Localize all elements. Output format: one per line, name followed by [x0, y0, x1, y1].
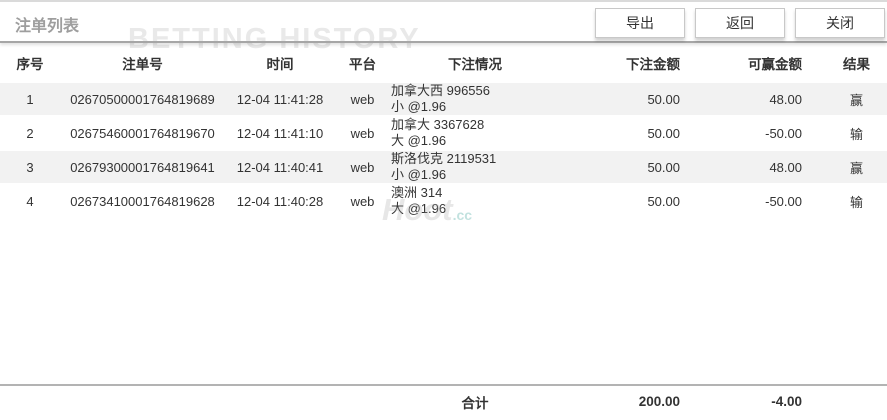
cell-index: 2 [26, 125, 34, 141]
cell-time: 12-04 11:40:41 [236, 159, 324, 175]
total-win-amount: -4.00 [771, 394, 802, 409]
bet-detail-line1: 澳洲 314 [391, 185, 443, 200]
total-label: 合计 [461, 395, 489, 411]
cell-bet-id: 02670500001764819689 [70, 91, 215, 107]
col-header-time: 时间 [266, 57, 294, 72]
cell-bet-detail: 加拿大 3367628 大 @1.96 [390, 116, 560, 150]
cell-time: 12-04 11:41:10 [236, 125, 324, 141]
table-header-row: 序号 注单号 时间 平台 下注情况 下注金额 可赢金额 结果 [0, 43, 887, 83]
bet-detail-line2: 小 @1.96 [391, 99, 447, 114]
table-row: 2 02675460001764819670 12-04 11:41:10 we… [0, 116, 887, 150]
bet-detail-line2: 大 @1.96 [391, 133, 447, 148]
table-row: 3 02679300001764819641 12-04 11:40:41 we… [0, 150, 887, 184]
col-header-bet-detail: 下注情况 [448, 57, 502, 72]
titlebar: 注单列表 导出 返回 关闭 [0, 2, 887, 43]
bets-table: 序号 注单号 时间 平台 下注情况 下注金额 可赢金额 结果 1 0267050… [0, 43, 887, 219]
cell-bet-detail: 斯洛伐克 2119531 小 @1.96 [390, 150, 560, 184]
cell-bet-id: 02673410001764819628 [70, 193, 215, 209]
bet-detail-line1: 斯洛伐克 2119531 [391, 151, 497, 166]
cell-result: 赢 [849, 160, 863, 176]
cell-time: 12-04 11:40:28 [236, 193, 324, 209]
cell-bet-id: 02679300001764819641 [70, 159, 215, 175]
cell-platform: web [350, 91, 375, 107]
toolbar: 导出 返回 关闭 [595, 8, 885, 38]
cell-time: 12-04 11:41:28 [236, 91, 324, 107]
cell-result: 赢 [849, 92, 863, 108]
table-row: 1 02670500001764819689 12-04 11:41:28 we… [0, 83, 887, 116]
cell-platform: web [350, 125, 375, 141]
cell-bet-id: 02675460001764819670 [70, 125, 215, 141]
cell-bet-amount: 50.00 [647, 125, 680, 141]
col-header-bet-amount: 下注金额 [626, 57, 680, 72]
cell-result: 输 [849, 194, 863, 210]
cell-bet-detail: 加拿大西 996556 小 @1.96 [390, 83, 560, 116]
cell-bet-amount: 50.00 [647, 193, 680, 209]
col-header-bet-id: 注单号 [122, 57, 163, 72]
cell-bet-amount: 50.00 [647, 91, 680, 107]
cell-win-amount: 48.00 [769, 159, 802, 175]
cell-win-amount: -50.00 [765, 125, 802, 141]
cell-win-amount: -50.00 [765, 193, 802, 209]
col-header-platform: 平台 [349, 57, 376, 72]
cell-index: 3 [26, 159, 34, 175]
cell-platform: web [350, 193, 375, 209]
bet-detail-line1: 加拿大 3367628 [391, 117, 485, 132]
bet-detail-line1: 加拿大西 996556 [391, 83, 490, 98]
col-header-result: 结果 [843, 57, 870, 72]
page-title: 注单列表 [15, 18, 80, 35]
table-row: 4 02673410001764819628 12-04 11:40:28 we… [0, 184, 887, 218]
total-row: 合计 200.00 -4.00 [0, 385, 887, 418]
back-button[interactable]: 返回 [695, 8, 785, 38]
cell-result: 输 [849, 126, 863, 142]
bet-detail-line2: 大 @1.96 [391, 201, 447, 216]
cell-bet-amount: 50.00 [647, 159, 680, 175]
totals-table: 合计 200.00 -4.00 [0, 384, 887, 419]
total-bet-amount: 200.00 [638, 394, 680, 409]
cell-platform: web [350, 159, 375, 175]
col-header-win-amount: 可赢金额 [748, 57, 802, 72]
col-header-index: 序号 [16, 57, 44, 72]
cell-bet-detail: 澳洲 314 大 @1.96 [390, 184, 560, 218]
export-button[interactable]: 导出 [595, 8, 685, 38]
close-button[interactable]: 关闭 [795, 8, 885, 38]
cell-win-amount: 48.00 [769, 91, 802, 107]
cell-index: 4 [26, 193, 34, 209]
bet-detail-line2: 小 @1.96 [391, 167, 447, 182]
cell-index: 1 [26, 91, 34, 107]
empty-area [0, 219, 887, 384]
